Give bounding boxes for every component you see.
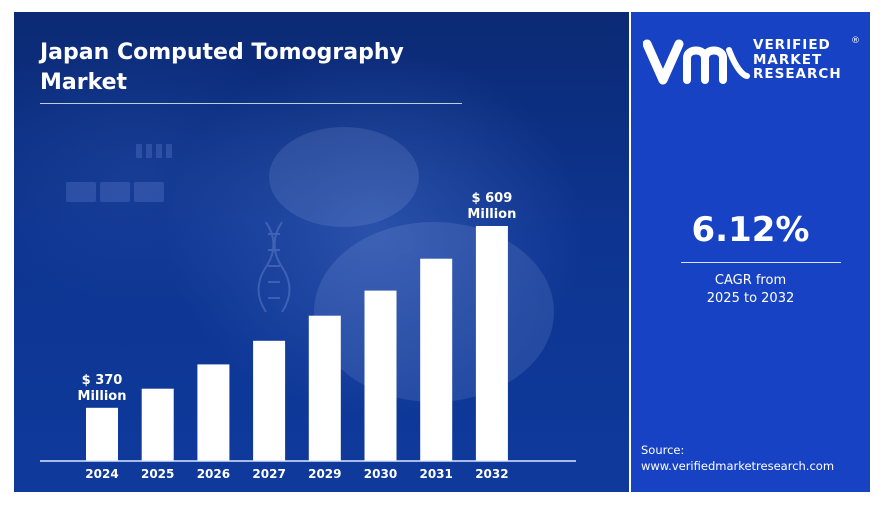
bar-2026	[197, 364, 230, 461]
x-tick-2025: 2025	[141, 467, 174, 481]
bar-2031	[420, 258, 453, 461]
bar-2025	[141, 388, 174, 461]
info-panel: VERIFIED MARKET RESEARCH ® 6.12% CAGR fr…	[631, 12, 870, 492]
vmr-logo-icon	[643, 39, 750, 85]
bar-2032	[475, 226, 508, 461]
brand-line-1: VERIFIED	[753, 37, 831, 53]
x-tick-2032: 2032	[475, 467, 508, 481]
chart-title-line-2: Market	[40, 70, 128, 95]
cagr-label: CAGR from 2025 to 2032	[631, 272, 870, 308]
registered-mark: ®	[851, 36, 860, 46]
source-block: Source: www.verifiedmarketresearch.com	[641, 442, 834, 474]
infographic: Japan Computed Tomography Market 2024 202…	[14, 12, 870, 492]
chart-title-line-1: Japan Computed Tomography	[40, 40, 404, 65]
data-label-2024-value: $ 370	[82, 373, 123, 388]
cagr-label-line-1: CAGR from	[714, 273, 787, 288]
source-label: Source:	[641, 443, 685, 457]
data-label-2032-value: $ 609	[472, 191, 513, 206]
bars-group	[86, 226, 508, 461]
x-tick-2026: 2026	[197, 467, 230, 481]
bar-2030	[364, 290, 397, 461]
bar-2027	[253, 340, 286, 461]
data-label-2032-unit: Million	[467, 207, 516, 222]
chart-title: Japan Computed Tomography Market	[40, 38, 404, 98]
x-tick-labels: 2024 2025 2026 2027 2029 2030 2031 2032	[85, 467, 508, 481]
cagr-divider	[681, 262, 841, 263]
x-tick-2024: 2024	[85, 467, 118, 481]
bar-2029	[308, 315, 341, 461]
chart-panel: Japan Computed Tomography Market 2024 202…	[14, 12, 629, 492]
cagr-label-line-2: 2025 to 2032	[706, 291, 795, 306]
cagr-value: 6.12%	[691, 210, 810, 250]
x-tick-2030: 2030	[364, 467, 397, 481]
x-tick-2029: 2029	[308, 467, 341, 481]
brand-line-3: RESEARCH	[753, 66, 842, 82]
title-divider	[40, 103, 462, 104]
brand-name: VERIFIED MARKET RESEARCH	[753, 38, 842, 82]
source-url[interactable]: www.verifiedmarketresearch.com	[641, 459, 835, 473]
bar-2024	[86, 407, 118, 461]
bar-chart: 2024 2025 2026 2027 2029 2030 2031 2032 $ 370Mi…	[40, 191, 576, 481]
data-label-2024-unit: Million	[78, 389, 127, 404]
x-tick-2031: 2031	[419, 467, 452, 481]
brand-line-2: MARKET	[753, 51, 823, 68]
x-tick-2027: 2027	[252, 467, 285, 481]
